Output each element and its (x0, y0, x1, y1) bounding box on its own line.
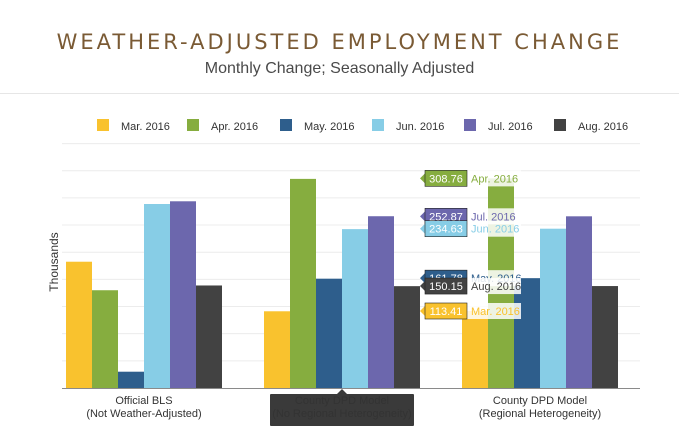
category-highlight-pointer (337, 389, 347, 394)
annotation-pointer (420, 211, 425, 222)
legend-swatch (554, 119, 566, 131)
bar-aug-2016 (592, 286, 618, 388)
category-label: County DPD Model (493, 395, 587, 407)
annotation-label: Jul. 2016 (471, 211, 516, 223)
y-axis-label: Thousands (47, 232, 61, 291)
annotation-pointer (420, 223, 425, 234)
bar-may-2016 (316, 278, 342, 388)
legend-swatch (280, 119, 292, 131)
category-label: Official BLS (115, 395, 172, 407)
bar-jul-2016 (368, 216, 394, 388)
legend-swatch (97, 119, 109, 131)
category-label: (Regional Heterogeneity) (479, 408, 601, 420)
bar-aug-2016 (394, 286, 420, 388)
annotation-label: Jun. 2016 (471, 224, 519, 236)
legend-label: May. 2016 (304, 121, 355, 133)
chart-title: WEATHER-ADJUSTED EMPLOYMENT CHANGE (56, 30, 623, 54)
bar-may-2016 (118, 371, 144, 388)
category-label: (Not Weather-Adjusted) (86, 408, 201, 420)
category-label: (No Regional Heterogeneity) (272, 408, 411, 420)
annotation-label: Apr. 2016 (471, 173, 518, 185)
annotation-label: Aug. 2016 (471, 281, 521, 293)
bar-aug-2016 (196, 285, 222, 388)
annotation-value: 150.15 (429, 281, 463, 293)
header-divider (0, 93, 679, 94)
bar-jun-2016 (342, 229, 368, 388)
category-highlight-box (270, 394, 414, 426)
legend-label: Jul. 2016 (488, 121, 533, 133)
legend-label: Apr. 2016 (211, 121, 258, 133)
legend-label: Mar. 2016 (121, 121, 170, 133)
bar-mar-2016 (264, 311, 290, 388)
annotation-value-box (424, 277, 468, 295)
legend-swatch (187, 119, 199, 131)
bar-jun-2016 (540, 228, 566, 388)
annotation-value: 252.87 (429, 211, 463, 223)
annotation-label: Mar. 2016 (471, 306, 520, 318)
annotation-value: 234.63 (429, 224, 463, 236)
bar-jul-2016 (170, 201, 196, 388)
legend-label: Aug. 2016 (578, 121, 628, 133)
category-label: County DPD Model (295, 395, 389, 407)
bar-jul-2016 (566, 216, 592, 388)
annotation-pointer (420, 306, 425, 317)
legend-swatch (464, 119, 476, 131)
chart-subtitle: Monthly Change; Seasonally Adjusted (204, 60, 475, 77)
annotation-value-box (424, 220, 468, 237)
bar-mar-2016 (462, 311, 488, 388)
bar-may-2016 (514, 278, 540, 388)
annotation-value-box (424, 302, 468, 320)
annotation-value: 308.76 (429, 173, 463, 185)
legend-swatch (372, 119, 384, 131)
annotation-value: 113.41 (430, 306, 463, 318)
legend-label: Jun. 2016 (396, 121, 444, 133)
bar-jun-2016 (144, 204, 170, 388)
bar-apr-2016 (92, 290, 118, 388)
annotation-pointer (420, 273, 425, 284)
annotation-value-box (424, 170, 468, 187)
bar-apr-2016 (290, 178, 316, 388)
annotation-pointer (420, 173, 425, 184)
annotation-pointer (420, 281, 425, 292)
bar-mar-2016 (66, 261, 92, 388)
